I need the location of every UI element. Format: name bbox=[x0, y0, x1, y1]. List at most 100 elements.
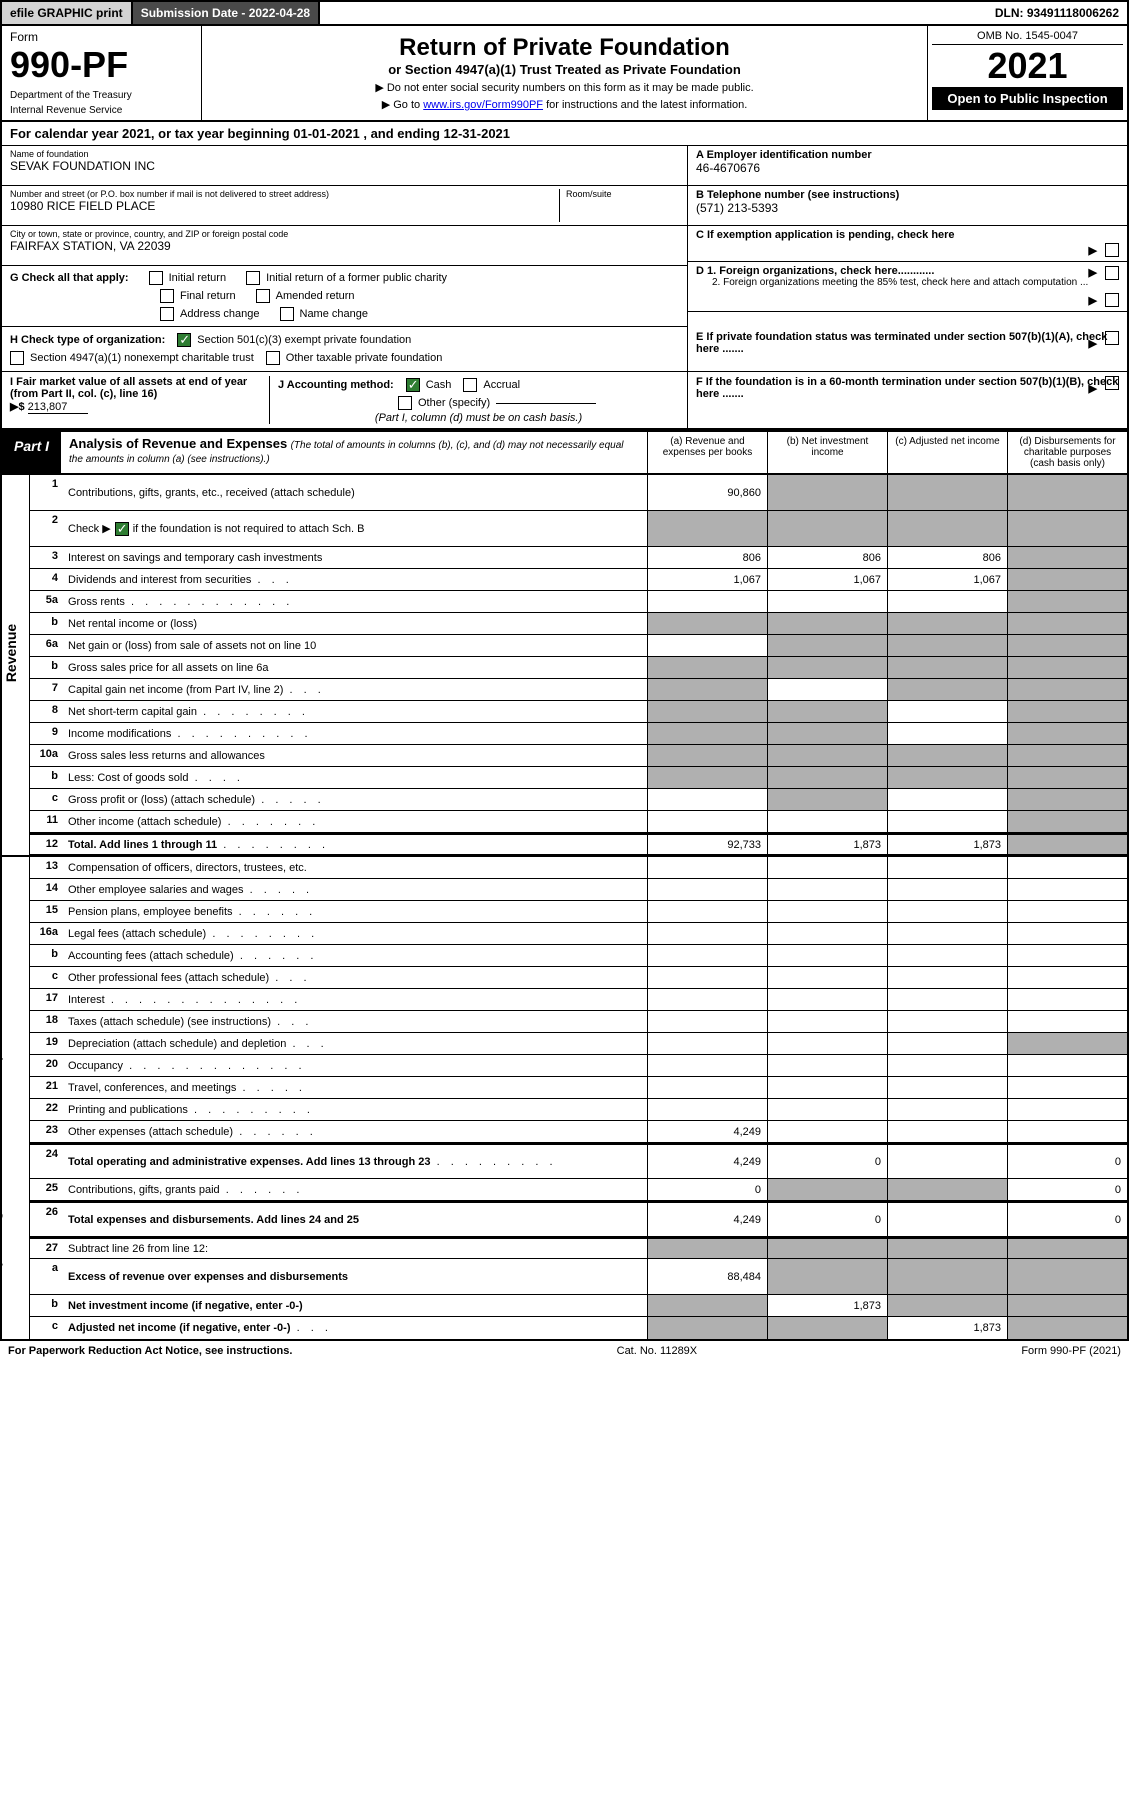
d2-checkbox[interactable] bbox=[1105, 293, 1119, 307]
l23-desc-text: Other expenses (attach schedule) bbox=[68, 1126, 233, 1138]
line-27b: b Net investment income (if negative, en… bbox=[30, 1295, 1127, 1317]
l8-b bbox=[767, 701, 887, 722]
line-2: 2 Check ▶ if the foundation is not requi… bbox=[30, 511, 1127, 547]
l19-b bbox=[767, 1033, 887, 1054]
instruction-2: ▶ Go to www.irs.gov/Form990PF for instru… bbox=[210, 98, 919, 111]
l16c-b bbox=[767, 967, 887, 988]
l16a-desc-text: Legal fees (attach schedule) bbox=[68, 928, 206, 940]
l18-desc-text: Taxes (attach schedule) (see instruction… bbox=[68, 1016, 271, 1028]
l17-c bbox=[887, 989, 1007, 1010]
l16a-a bbox=[647, 923, 767, 944]
expense-rows: 13 Compensation of officers, directors, … bbox=[30, 857, 1127, 1339]
name-change-checkbox[interactable] bbox=[280, 307, 294, 321]
l21-desc-text: Travel, conferences, and meetings bbox=[68, 1082, 236, 1094]
l12-b: 1,873 bbox=[767, 835, 887, 854]
l4-b: 1,067 bbox=[767, 569, 887, 590]
j-cash-checkbox[interactable] bbox=[406, 378, 420, 392]
l27b-a bbox=[647, 1295, 767, 1316]
j-accrual-checkbox[interactable] bbox=[463, 378, 477, 392]
l5a-b bbox=[767, 591, 887, 612]
l12-dots: . . . . . . . . bbox=[223, 839, 329, 851]
j-other-checkbox[interactable] bbox=[398, 396, 412, 410]
h-4947-checkbox[interactable] bbox=[10, 351, 24, 365]
j-label: J Accounting method: bbox=[278, 379, 394, 391]
irs-link[interactable]: www.irs.gov/Form990PF bbox=[423, 99, 543, 111]
part1-header: Part I Analysis of Revenue and Expenses … bbox=[0, 430, 1129, 475]
l2-b bbox=[767, 511, 887, 546]
l6a-b bbox=[767, 635, 887, 656]
l27-a bbox=[647, 1239, 767, 1258]
l4-desc-text: Dividends and interest from securities bbox=[68, 574, 251, 586]
l23-desc: Other expenses (attach schedule) . . . .… bbox=[64, 1121, 647, 1142]
l3-d bbox=[1007, 547, 1127, 568]
h-opt2: Section 4947(a)(1) nonexempt charitable … bbox=[30, 352, 254, 364]
l26-c bbox=[887, 1203, 1007, 1236]
l19-d bbox=[1007, 1033, 1127, 1054]
l20-c bbox=[887, 1055, 1007, 1076]
initial-former-checkbox[interactable] bbox=[246, 271, 260, 285]
l10c-a bbox=[647, 789, 767, 810]
open-public-badge: Open to Public Inspection bbox=[932, 87, 1123, 110]
l15-num: 15 bbox=[30, 901, 64, 922]
g-name-change: Name change bbox=[300, 308, 369, 320]
l10a-b bbox=[767, 745, 887, 766]
l27c-a bbox=[647, 1317, 767, 1339]
final-return-checkbox[interactable] bbox=[160, 289, 174, 303]
d2-arrow-icon: ▶ bbox=[1089, 294, 1097, 307]
address-cell: Number and street (or P.O. box number if… bbox=[2, 186, 687, 226]
phone: (571) 213-5393 bbox=[696, 201, 1119, 215]
footer-right: Form 990-PF (2021) bbox=[1021, 1345, 1121, 1357]
l16a-b bbox=[767, 923, 887, 944]
city-cell: City or town, state or province, country… bbox=[2, 226, 687, 266]
l16c-c bbox=[887, 967, 1007, 988]
l24-dots: . . . . . . . . . bbox=[437, 1156, 557, 1168]
f-checkbox[interactable] bbox=[1105, 376, 1119, 390]
h-left: H Check type of organization: Section 50… bbox=[2, 327, 687, 371]
j-other-field[interactable] bbox=[496, 403, 596, 404]
line-18: 18 Taxes (attach schedule) (see instruct… bbox=[30, 1011, 1127, 1033]
amended-return-checkbox[interactable] bbox=[256, 289, 270, 303]
cal-mid: , and ending bbox=[360, 126, 444, 141]
initial-return-checkbox[interactable] bbox=[149, 271, 163, 285]
l15-d bbox=[1007, 901, 1127, 922]
address-change-checkbox[interactable] bbox=[160, 307, 174, 321]
l11-desc: Other income (attach schedule) . . . . .… bbox=[64, 811, 647, 832]
l4-desc: Dividends and interest from securities .… bbox=[64, 569, 647, 590]
h-other-checkbox[interactable] bbox=[266, 351, 280, 365]
l14-c bbox=[887, 879, 1007, 900]
h-501c3-checkbox[interactable] bbox=[177, 333, 191, 347]
l3-b: 806 bbox=[767, 547, 887, 568]
l10b-num: b bbox=[30, 767, 64, 788]
ij-row: I Fair market value of all assets at end… bbox=[0, 372, 1129, 430]
l27-desc: Subtract line 26 from line 12: bbox=[64, 1239, 647, 1258]
l10b-b bbox=[767, 767, 887, 788]
l14-dots: . . . . . bbox=[250, 884, 314, 896]
l4-c: 1,067 bbox=[887, 569, 1007, 590]
l7-dots: . . . bbox=[290, 684, 325, 696]
l2-checkbox[interactable] bbox=[115, 522, 129, 536]
l5b-d bbox=[1007, 613, 1127, 634]
c-label: C If exemption application is pending, c… bbox=[696, 229, 955, 241]
l18-a bbox=[647, 1011, 767, 1032]
l27-b bbox=[767, 1239, 887, 1258]
d1-checkbox[interactable] bbox=[1105, 266, 1119, 280]
header-left: Form 990-PF Department of the Treasury I… bbox=[2, 26, 202, 120]
l11-a bbox=[647, 811, 767, 832]
l10b-dots: . . . . bbox=[195, 772, 244, 784]
line-9: 9 Income modifications . . . . . . . . .… bbox=[30, 723, 1127, 745]
l5a-d bbox=[1007, 591, 1127, 612]
line-10c: c Gross profit or (loss) (attach schedul… bbox=[30, 789, 1127, 811]
line-12: 12 Total. Add lines 1 through 11 . . . .… bbox=[30, 833, 1127, 855]
e-checkbox[interactable] bbox=[1105, 331, 1119, 345]
l3-desc: Interest on savings and temporary cash i… bbox=[64, 547, 647, 568]
l7-desc-text: Capital gain net income (from Part IV, l… bbox=[68, 684, 283, 696]
l2-desc: Check ▶ if the foundation is not require… bbox=[64, 511, 647, 546]
f-label: F If the foundation is in a 60-month ter… bbox=[696, 376, 1118, 400]
line-10b: b Less: Cost of goods sold . . . . bbox=[30, 767, 1127, 789]
foundation-name-cell: Name of foundation SEVAK FOUNDATION INC bbox=[2, 146, 687, 186]
l21-num: 21 bbox=[30, 1077, 64, 1098]
c-checkbox[interactable] bbox=[1105, 243, 1119, 257]
l21-dots: . . . . . bbox=[242, 1082, 306, 1094]
j-note: (Part I, column (d) must be on cash basi… bbox=[278, 412, 679, 424]
l9-a bbox=[647, 723, 767, 744]
